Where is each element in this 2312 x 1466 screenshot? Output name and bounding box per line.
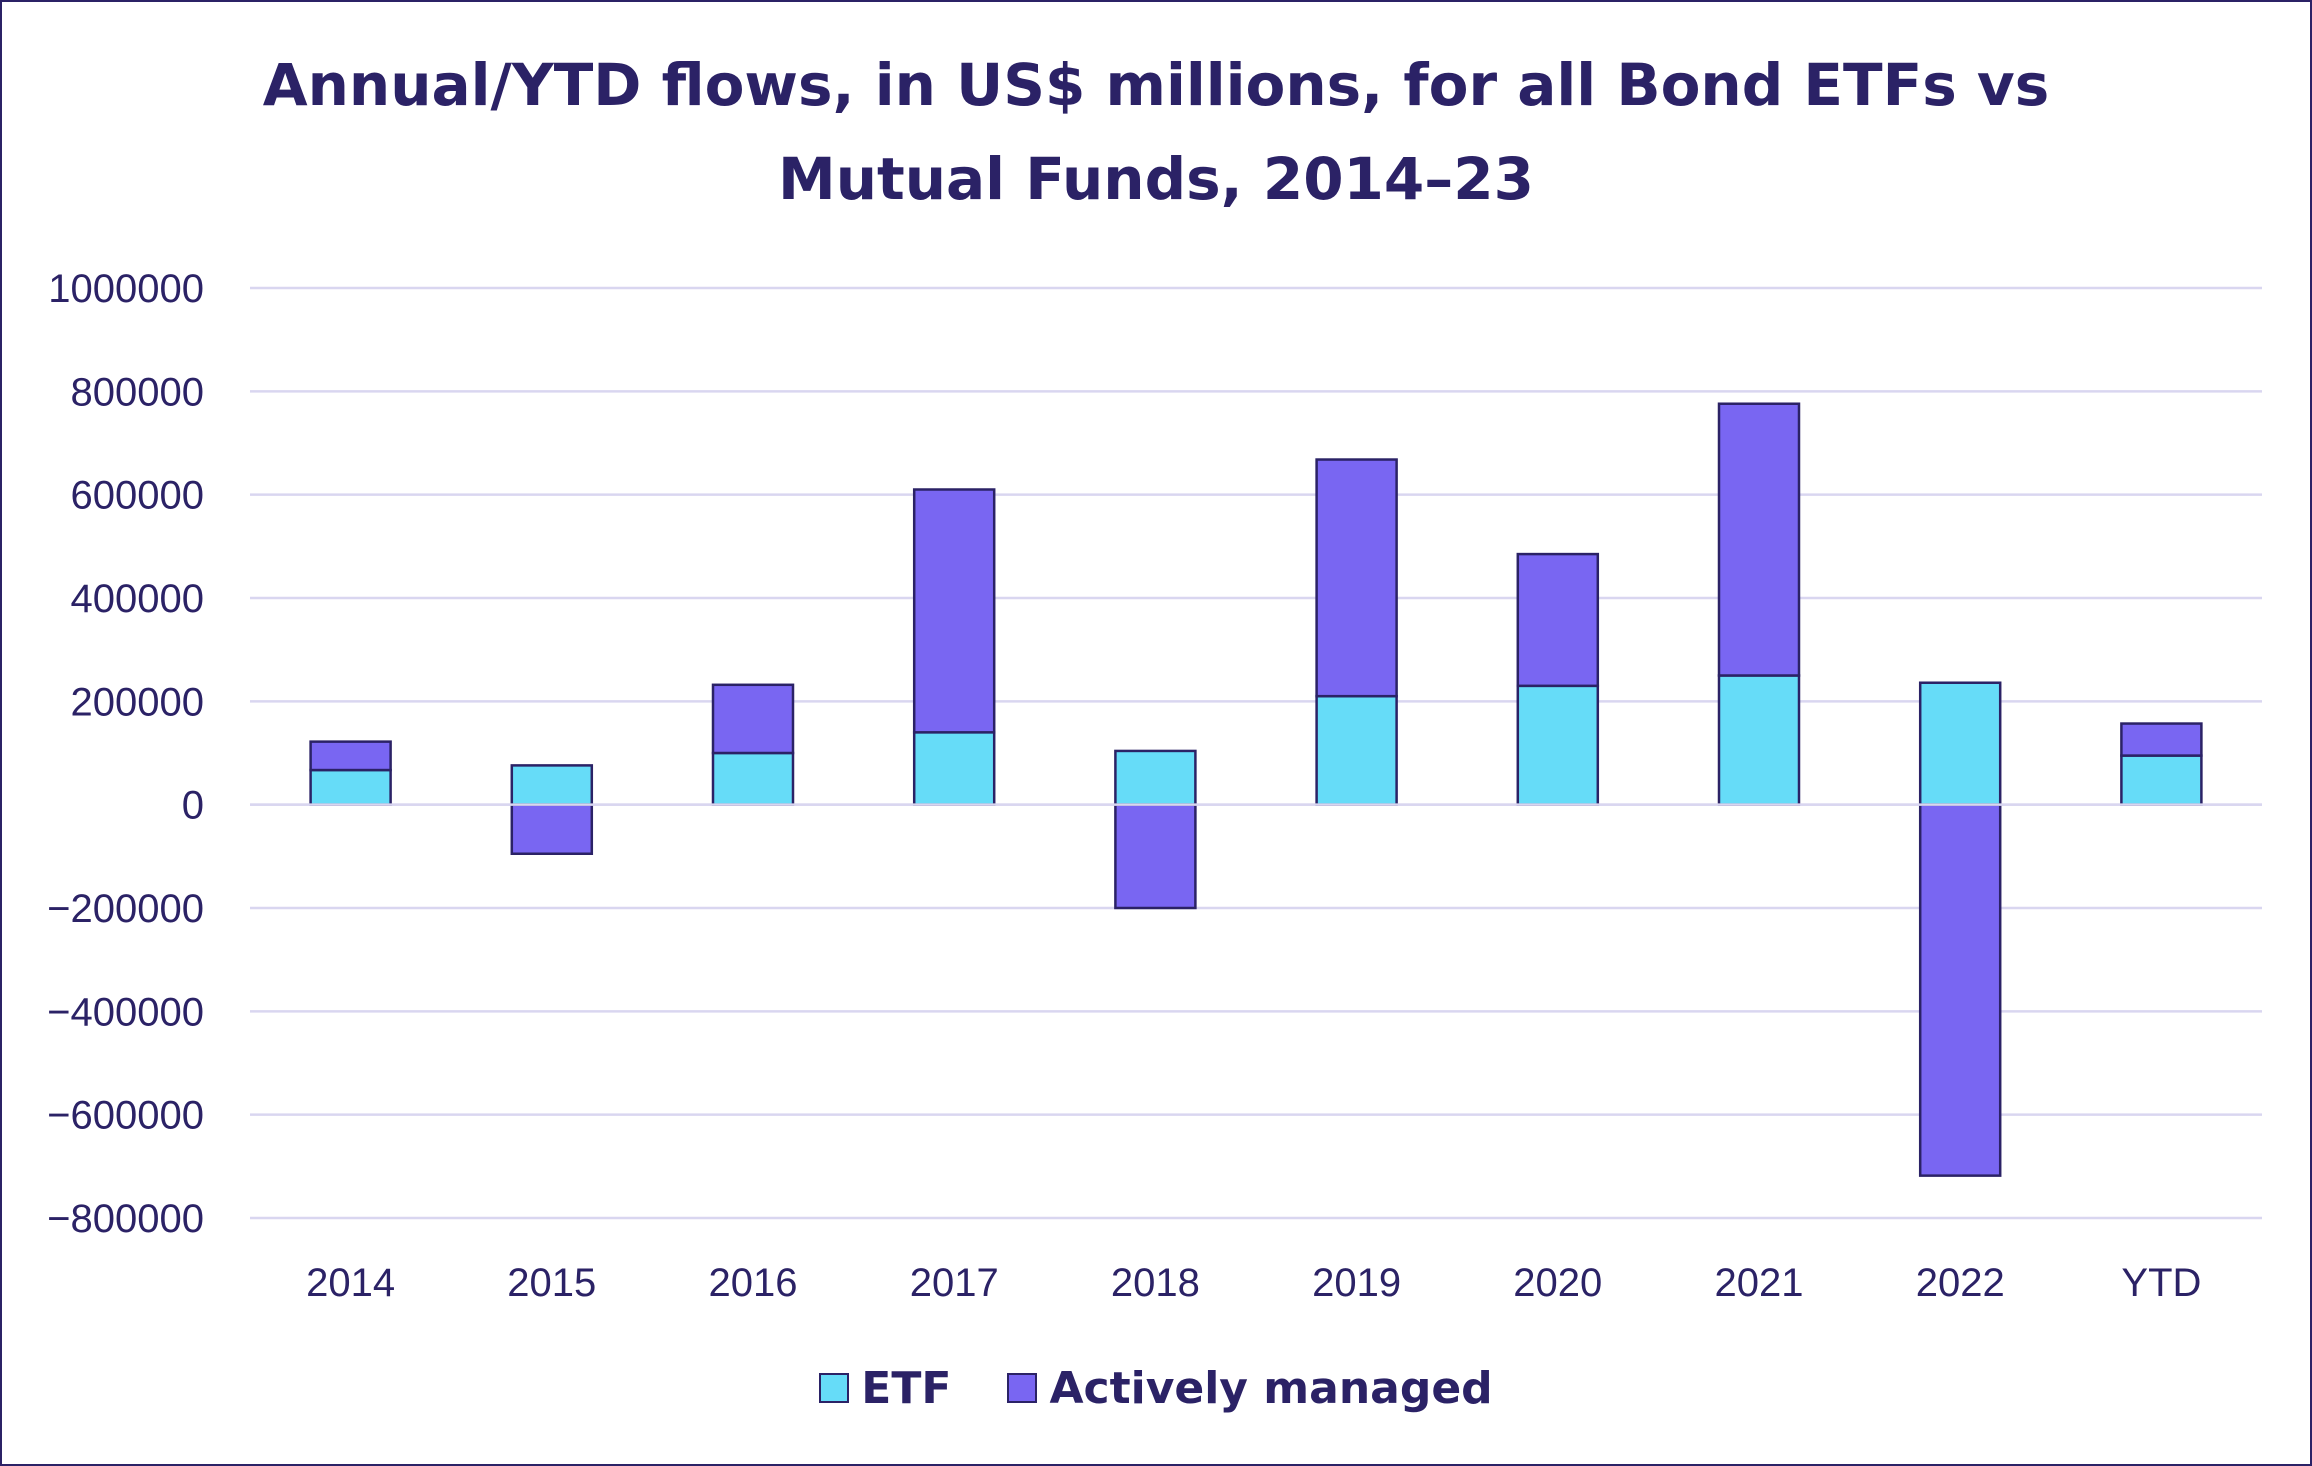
legend-label-actively-managed: Actively managed [1049, 1362, 1493, 1414]
x-tick-label: 2021 [1715, 1261, 1804, 1305]
legend: ETF Actively managed [0, 1358, 2312, 1418]
bar-actively-managed-2018 [1114, 803, 1197, 910]
x-tick-label: YTD [2121, 1261, 2201, 1305]
bar-etf-2019 [1315, 694, 1398, 806]
y-axis-ticks: 1000000 800000 600000 400000 200000 0 −200000 −… [47, 267, 204, 1241]
bar-etf-2021 [1717, 674, 1801, 806]
x-tick-label: 2020 [1513, 1261, 1602, 1305]
bar-etf-YTD [2120, 754, 2203, 806]
legend-swatch-etf [819, 1373, 850, 1403]
bar-actively-managed-2017 [912, 488, 996, 734]
y-tick-label: 0 [182, 784, 204, 828]
bar-actively-managed-2020 [1516, 552, 1600, 688]
bar-etf-2017 [912, 731, 996, 806]
bar-actively-managed-2019 [1315, 458, 1398, 698]
chart-title-line-2: Mutual Funds, 2014–23 [778, 145, 1534, 213]
legend-item-etf: ETF [819, 1363, 951, 1414]
chart-title-line-1: Annual/YTD flows, in US$ millions, for a… [262, 51, 2050, 119]
legend-swatch-actively-managed [1007, 1373, 1038, 1403]
x-tick-label: 2022 [1916, 1261, 2005, 1305]
bar-actively-managed-2016 [711, 683, 795, 755]
bar-actively-managed-2021 [1717, 402, 1801, 677]
bar-etf-2014 [309, 768, 392, 806]
x-tick-label: 2018 [1111, 1261, 1200, 1305]
bar-etf-2022 [1918, 681, 2002, 806]
bar-actively-managed-2015 [510, 803, 594, 856]
bar-actively-managed-2022 [1918, 803, 2002, 1177]
legend-label-etf: ETF [861, 1362, 952, 1414]
x-tick-label: 2017 [910, 1261, 999, 1305]
y-tick-label: 1000000 [48, 267, 204, 311]
chart-title: Annual/YTD flows, in US$ millions, for a… [0, 38, 2312, 226]
bar-actively-managed-YTD [2120, 722, 2203, 757]
bar-actively-managed-2014 [309, 740, 392, 772]
bar-etf-2015 [510, 764, 594, 806]
bars [250, 402, 2262, 1177]
x-axis-ticks: 2014 2015 2016 2017 2018 2019 2020 2021 2022 YTD [306, 1261, 2201, 1305]
y-tick-label: 600000 [71, 474, 204, 518]
x-tick-label: 2015 [507, 1261, 596, 1305]
y-tick-label: −200000 [47, 887, 204, 931]
x-tick-label: 2014 [306, 1261, 395, 1305]
legend-item-actively-managed: Actively managed [1007, 1362, 1493, 1414]
y-tick-label: 400000 [71, 577, 204, 621]
y-tick-label: 200000 [71, 680, 204, 724]
y-tick-label: 800000 [71, 370, 204, 414]
y-tick-label: −400000 [47, 990, 204, 1034]
bar-etf-2016 [711, 751, 795, 806]
y-tick-label: −800000 [47, 1197, 204, 1241]
bar-etf-2020 [1516, 684, 1600, 806]
y-tick-label: −600000 [47, 1094, 204, 1138]
x-tick-label: 2016 [709, 1261, 798, 1305]
x-tick-label: 2019 [1312, 1261, 1401, 1305]
bar-etf-2018 [1114, 749, 1197, 806]
